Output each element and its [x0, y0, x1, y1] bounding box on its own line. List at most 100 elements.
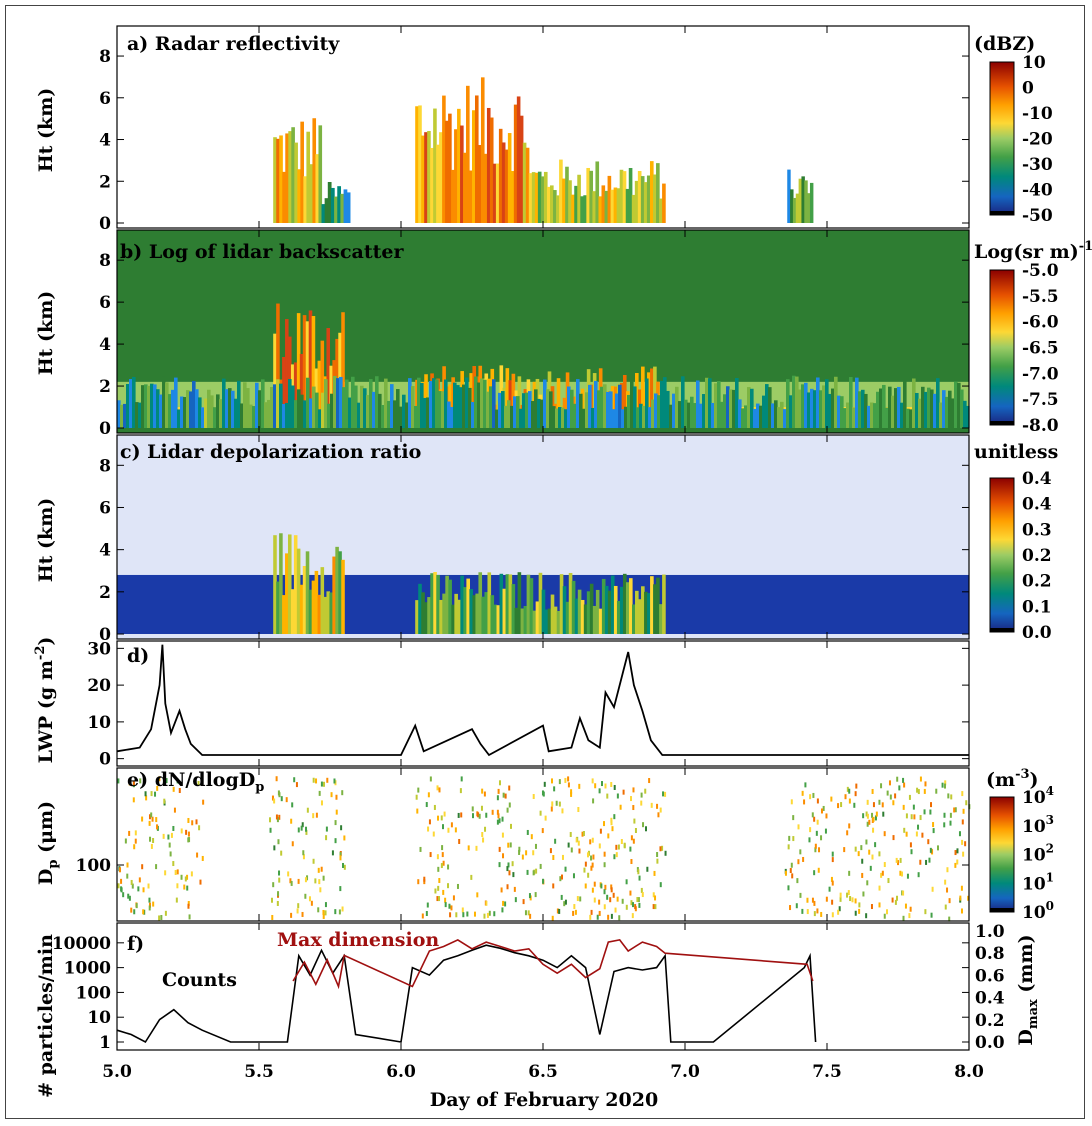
- dn-cell-2: [541, 828, 544, 834]
- dn-cell-3: [919, 776, 922, 782]
- dn-cell-0: [191, 820, 194, 826]
- dn-cell-2: [598, 843, 601, 849]
- dn-cell-2: [592, 798, 595, 804]
- data-cell-2: [457, 108, 461, 223]
- dn-cell-2: [563, 901, 566, 907]
- dn-cell-2: [428, 819, 431, 825]
- colorbar-tick-label: -10: [1022, 104, 1053, 124]
- data-cell-2: [957, 382, 961, 428]
- data-cell-2: [606, 391, 610, 428]
- dn-cell-2: [481, 832, 484, 838]
- colorbar-tick-label: 104: [1022, 784, 1054, 808]
- dn-cell-3: [791, 873, 794, 879]
- dn-cell-1: [278, 870, 281, 876]
- dn-cell-3: [790, 799, 793, 805]
- dn-cell-1: [297, 878, 300, 884]
- dn-cell-3: [861, 858, 864, 864]
- dn-cell-2: [530, 834, 533, 840]
- data-cell-2: [645, 378, 649, 428]
- dn-cell-2: [526, 869, 529, 875]
- dn-cell-2: [589, 839, 592, 845]
- data-cell-2: [204, 398, 208, 428]
- dn-cell-2: [543, 781, 546, 787]
- dn-cell-0: [119, 867, 122, 873]
- dn-cell-3: [904, 903, 907, 909]
- data-cell-2: [849, 377, 853, 428]
- y-tick-label: 4: [99, 335, 111, 355]
- data-cell-2: [445, 120, 449, 223]
- dn-cell-3: [941, 782, 944, 788]
- data-cell-0: [341, 559, 345, 634]
- dn-cell-2: [483, 913, 486, 919]
- data-cell-2: [427, 130, 431, 223]
- dn-cell-3: [909, 842, 912, 848]
- dn-cell-0: [132, 780, 135, 786]
- dn-cell-3: [830, 796, 833, 802]
- dn-cell-3: [921, 832, 924, 838]
- data-cell-0: [311, 316, 316, 428]
- data-cell-4: [792, 197, 797, 223]
- dn-cell-3: [953, 807, 956, 813]
- dn-cell-2: [611, 826, 614, 832]
- dn-cell-3: [820, 835, 823, 841]
- data-cell-2: [555, 408, 559, 428]
- data-cell-1: [484, 592, 489, 634]
- dn-cell-3: [919, 815, 922, 821]
- data-cell-0: [329, 592, 333, 634]
- data-cell-1: [526, 574, 531, 634]
- dn-cell-3: [944, 783, 947, 789]
- data-cell-2: [492, 163, 497, 223]
- data-cell-2: [357, 402, 361, 428]
- dn-cell-0: [155, 817, 158, 823]
- dn-cell-2: [440, 815, 443, 821]
- data-cell-2: [576, 379, 580, 428]
- dn-cell-3: [943, 822, 946, 828]
- data-cell-2: [783, 409, 787, 428]
- data-cell-0: [273, 535, 277, 634]
- dn-cell-1: [276, 900, 279, 906]
- data-cell-2: [300, 394, 304, 428]
- data-cell-2: [531, 400, 535, 428]
- dn-cell-0: [131, 883, 134, 889]
- dn-cell-0: [148, 814, 151, 820]
- dn-cell-0: [196, 852, 199, 858]
- data-cell-2: [726, 386, 730, 428]
- dn-cell-2: [567, 842, 570, 848]
- dn-cell-0: [154, 791, 157, 797]
- data-cell-2: [438, 391, 442, 428]
- dn-cell-2: [638, 875, 641, 881]
- data-cell-1: [628, 578, 633, 634]
- dn-cell-3: [919, 859, 922, 865]
- dn-cell-1: [331, 850, 334, 856]
- dn-cell-2: [630, 796, 633, 802]
- dn-cell-3: [901, 871, 904, 877]
- data-cell-2: [927, 387, 931, 428]
- dn-cell-3: [844, 794, 847, 800]
- dn-cell-2: [460, 776, 463, 782]
- dn-cell-3: [831, 857, 834, 863]
- dn-cell-3: [853, 802, 856, 808]
- dn-cell-1: [301, 911, 304, 917]
- dn-cell-2: [524, 910, 527, 916]
- dn-cell-3: [806, 897, 809, 903]
- dn-cell-3: [866, 821, 869, 827]
- data-cell-1: [568, 572, 573, 634]
- data-cell-2: [537, 398, 541, 428]
- data-cell-2: [546, 389, 550, 428]
- dn-cell-3: [882, 811, 885, 817]
- data-cell-1: [448, 579, 452, 634]
- dn-cell-3: [915, 831, 918, 837]
- dn-cell-0: [174, 869, 177, 875]
- data-cell-2: [210, 395, 214, 428]
- y-tick-label: 8: [99, 47, 111, 67]
- panel-a-ylabel: Ht (km): [35, 88, 57, 173]
- dn-cell-2: [593, 897, 596, 903]
- dn-cell-2: [616, 793, 619, 799]
- data-cell-2: [150, 383, 154, 428]
- data-cell-0: [311, 580, 316, 634]
- dn-cell-0: [138, 877, 141, 883]
- data-cell-2: [207, 389, 211, 428]
- dn-cell-3: [927, 839, 930, 845]
- dn-cell-1: [273, 798, 276, 804]
- dn-cell-3: [892, 835, 895, 841]
